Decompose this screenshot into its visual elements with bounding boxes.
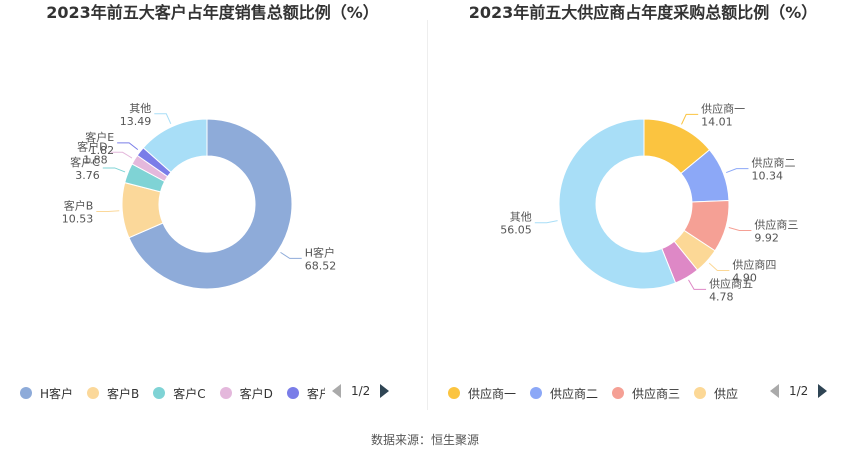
label-leader-line — [280, 251, 302, 259]
chart-legend: H客户 客户B 客户C 客户D 客户E — [20, 384, 325, 402]
label-leader-line — [154, 113, 172, 124]
slice-value-label: 14.01 — [701, 115, 733, 128]
label-leader-line — [688, 279, 707, 290]
slice-value-label: 10.53 — [62, 213, 94, 226]
slice-value-label: 3.76 — [75, 169, 100, 182]
label-leader-line — [681, 113, 699, 125]
legend-item[interactable]: H客户 — [20, 385, 73, 402]
legend-item[interactable]: 客户B — [87, 385, 139, 402]
slice-category-label: 客户D — [77, 139, 107, 153]
legend-marker-icon — [20, 387, 32, 399]
slice-value-label: 68.52 — [305, 259, 337, 272]
legend-pager: 1/2 — [332, 384, 390, 398]
label-leader-line — [726, 168, 749, 173]
slice-value-label: 13.49 — [120, 115, 152, 128]
chart-legend: 供应商一 供应商二 供应商三 供应 — [448, 384, 752, 402]
slice-category-label: 供应商五 — [709, 276, 753, 290]
slice-value-label: 4.78 — [709, 290, 734, 303]
slice-category-label: 客户B — [64, 199, 94, 213]
supplier-chart-panel: 2023年前五大供应商占年度采购总额比例（%） 供应商一 14.01 供应商二 10.… — [428, 0, 850, 420]
slice-category-label: 供应商四 — [732, 257, 776, 271]
slice-category-label: 客户C — [70, 155, 100, 169]
legend-label: 客户C — [173, 386, 206, 401]
label-leader-line — [708, 262, 730, 271]
slice-category-label: 供应商二 — [751, 156, 795, 170]
legend-label: 供应商二 — [550, 386, 599, 401]
data-source: 数据来源：恒生聚源 — [370, 433, 479, 447]
legend-marker-icon — [694, 387, 707, 399]
prev-page-icon[interactable] — [770, 384, 779, 398]
legend-marker-icon — [448, 387, 460, 399]
legend-marker-icon — [153, 387, 166, 399]
legend-item[interactable]: 供应商三 — [612, 385, 680, 402]
legend-marker-icon — [286, 387, 299, 399]
legend-label: 供应 — [714, 386, 739, 401]
slice-value-label: 10.34 — [751, 170, 783, 183]
legend-label: 客户E — [306, 386, 325, 401]
slice-category-label: H客户 — [305, 245, 335, 259]
donut-slice[interactable] — [558, 118, 677, 290]
legend-marker-icon — [530, 387, 543, 399]
slice-category-label: 供应商三 — [754, 217, 798, 231]
legend-label: 供应商三 — [632, 386, 681, 401]
slice-value-label: 4.90 — [732, 271, 757, 284]
legend-label: 客户D — [239, 386, 273, 401]
slice-value-label: 1.82 — [90, 144, 115, 157]
legend-item[interactable]: 供应 — [694, 385, 738, 402]
donut-slice[interactable] — [142, 118, 208, 173]
legend-marker-icon — [612, 387, 625, 399]
label-leader-line — [110, 151, 133, 159]
legend-item[interactable]: 供应商二 — [530, 385, 598, 402]
slice-category-label: 其他 — [129, 102, 151, 115]
label-leader-line — [96, 210, 120, 213]
legend-label: 供应商一 — [468, 386, 517, 401]
legend-item[interactable]: 供应商一 — [448, 385, 516, 402]
legend-marker-icon — [219, 387, 232, 399]
label-leader-line — [728, 227, 752, 231]
pager-text: 1/2 — [351, 384, 371, 398]
prev-page-icon[interactable] — [332, 384, 341, 398]
legend-marker-icon — [87, 387, 100, 399]
chart-title: 2023年前五大供应商占年度采购总额比例（%） — [468, 3, 818, 22]
customer-chart-panel: 2023年前五大客户占年度销售总额比例（%） H客户 68.52 客户B 10.53 客… — [0, 0, 425, 420]
legend-item[interactable]: 客户D — [219, 385, 273, 402]
donut-slice[interactable] — [128, 118, 293, 290]
legend-item[interactable]: 客户E — [286, 385, 325, 402]
legend-label: 客户B — [107, 386, 140, 401]
label-leader-line — [534, 220, 558, 224]
legend-item[interactable]: 客户C — [153, 385, 206, 402]
legend-pager: 1/2 — [770, 384, 828, 398]
slice-category-label: 供应商一 — [701, 101, 745, 115]
pager-text: 1/2 — [789, 384, 809, 398]
chart-title: 2023年前五大客户占年度销售总额比例（%） — [46, 3, 379, 22]
slice-category-label: 客户E — [85, 130, 114, 144]
slice-value-label: 1.88 — [83, 153, 108, 166]
slice-value-label: 56.05 — [500, 224, 532, 237]
next-page-icon[interactable] — [818, 384, 828, 398]
panel-divider — [427, 20, 428, 410]
slice-category-label: 其他 — [510, 211, 532, 224]
label-leader-line — [117, 142, 139, 151]
label-leader-line — [102, 167, 126, 173]
slice-value-label: 9.92 — [754, 231, 779, 244]
next-page-icon[interactable] — [380, 384, 390, 398]
legend-label: H客户 — [40, 386, 74, 401]
